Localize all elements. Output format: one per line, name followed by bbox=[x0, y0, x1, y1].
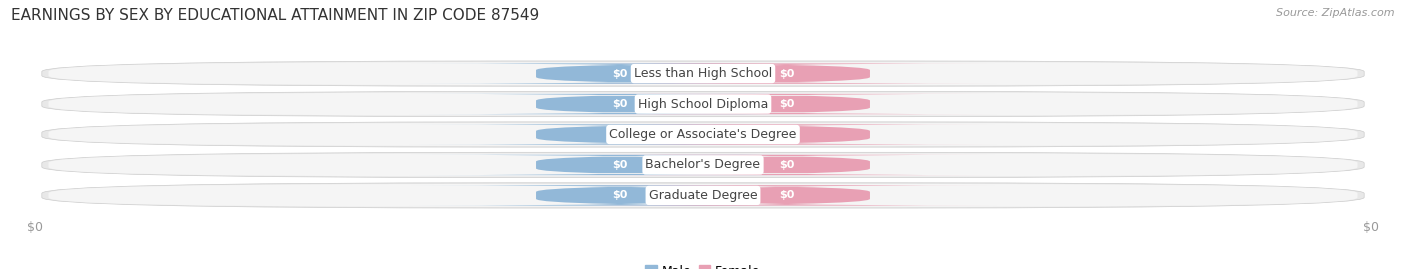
Text: $0: $0 bbox=[612, 190, 627, 200]
FancyBboxPatch shape bbox=[409, 155, 830, 175]
Text: $0: $0 bbox=[779, 129, 794, 140]
Text: High School Diploma: High School Diploma bbox=[638, 98, 768, 111]
Text: $0: $0 bbox=[779, 69, 794, 79]
Legend: Male, Female: Male, Female bbox=[641, 261, 765, 269]
Text: $0: $0 bbox=[612, 129, 627, 140]
Text: Graduate Degree: Graduate Degree bbox=[648, 189, 758, 202]
FancyBboxPatch shape bbox=[42, 122, 1364, 147]
FancyBboxPatch shape bbox=[48, 93, 1358, 115]
FancyBboxPatch shape bbox=[409, 185, 830, 206]
Text: $0: $0 bbox=[612, 69, 627, 79]
Text: $0: $0 bbox=[779, 99, 794, 109]
FancyBboxPatch shape bbox=[409, 124, 830, 145]
FancyBboxPatch shape bbox=[48, 62, 1358, 85]
FancyBboxPatch shape bbox=[48, 154, 1358, 176]
FancyBboxPatch shape bbox=[48, 123, 1358, 146]
FancyBboxPatch shape bbox=[48, 184, 1358, 207]
Text: EARNINGS BY SEX BY EDUCATIONAL ATTAINMENT IN ZIP CODE 87549: EARNINGS BY SEX BY EDUCATIONAL ATTAINMEN… bbox=[11, 8, 540, 23]
FancyBboxPatch shape bbox=[576, 185, 997, 206]
Text: $0: $0 bbox=[779, 190, 794, 200]
FancyBboxPatch shape bbox=[576, 94, 997, 114]
FancyBboxPatch shape bbox=[42, 152, 1364, 178]
Text: College or Associate's Degree: College or Associate's Degree bbox=[609, 128, 797, 141]
Text: $0: $0 bbox=[612, 160, 627, 170]
Text: $0: $0 bbox=[612, 99, 627, 109]
Text: Bachelor's Degree: Bachelor's Degree bbox=[645, 158, 761, 171]
FancyBboxPatch shape bbox=[409, 63, 830, 84]
Text: Source: ZipAtlas.com: Source: ZipAtlas.com bbox=[1277, 8, 1395, 18]
FancyBboxPatch shape bbox=[576, 63, 997, 84]
FancyBboxPatch shape bbox=[42, 61, 1364, 86]
FancyBboxPatch shape bbox=[576, 124, 997, 145]
FancyBboxPatch shape bbox=[42, 91, 1364, 117]
FancyBboxPatch shape bbox=[409, 94, 830, 114]
FancyBboxPatch shape bbox=[42, 183, 1364, 208]
Text: $0: $0 bbox=[779, 160, 794, 170]
Text: Less than High School: Less than High School bbox=[634, 67, 772, 80]
FancyBboxPatch shape bbox=[576, 155, 997, 175]
